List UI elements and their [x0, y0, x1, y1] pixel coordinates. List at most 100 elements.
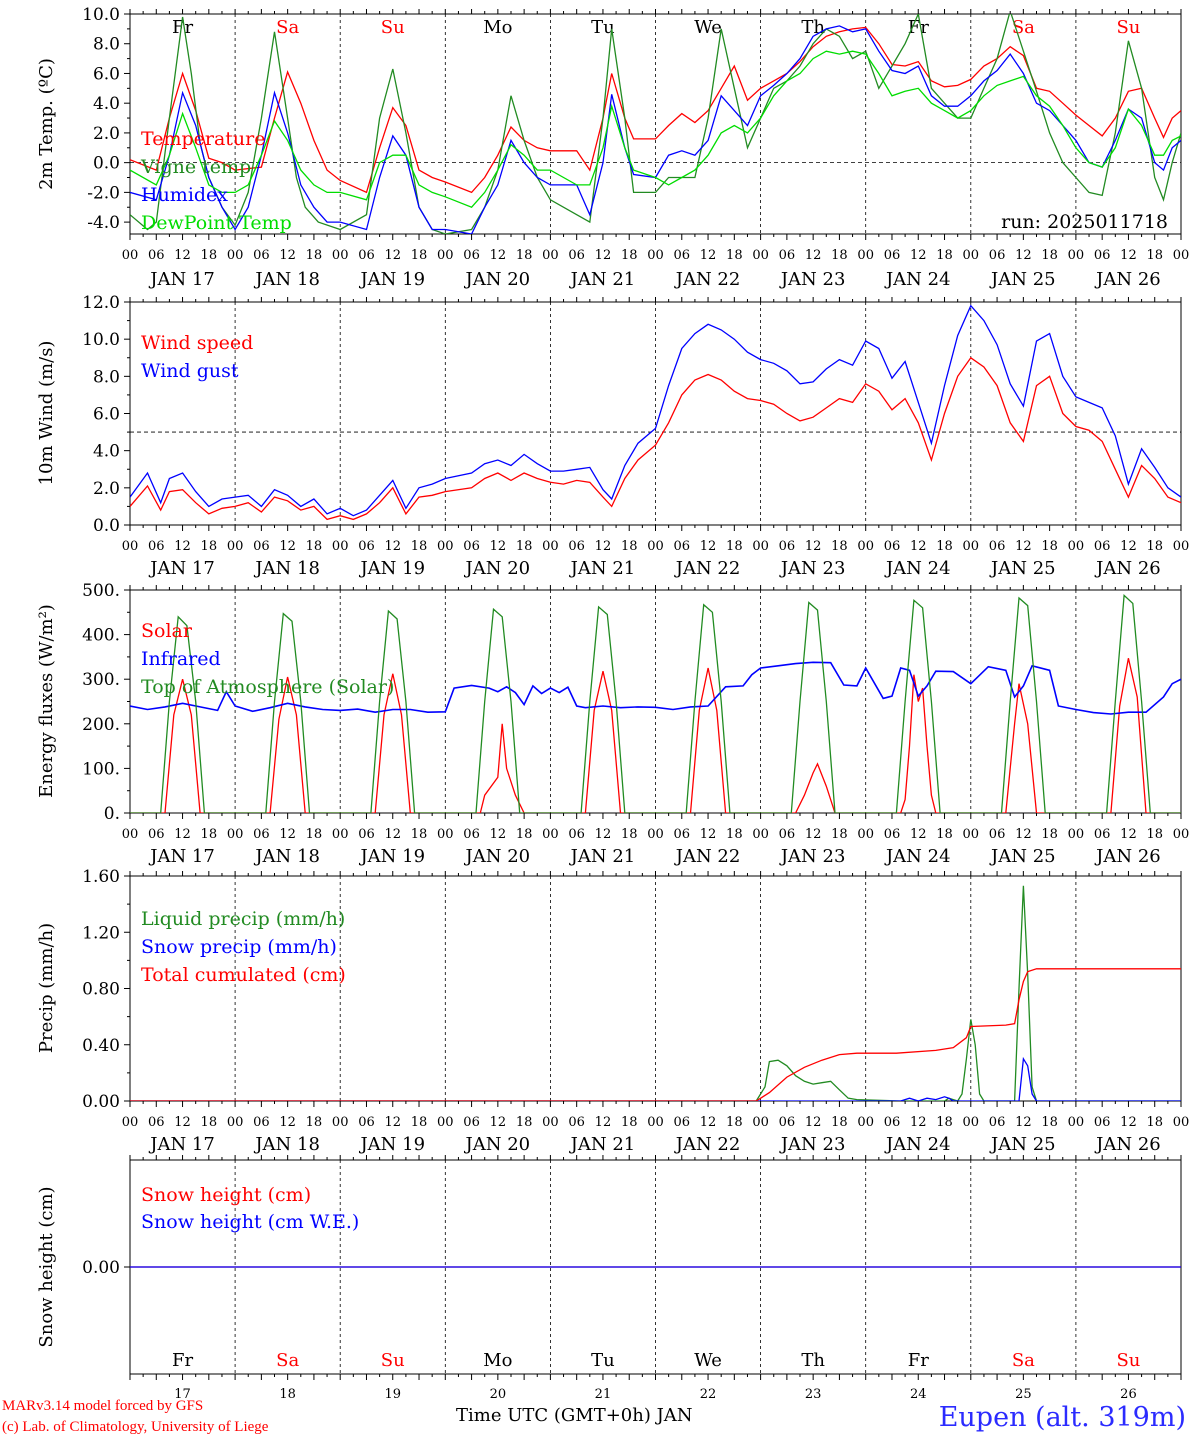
x-hour-label: 12 [595, 539, 612, 554]
x-hour-label: 06 [463, 248, 480, 263]
y-axis-label-energy: Energy fluxes (W/m²) [36, 604, 57, 798]
x-hour-label: 00 [332, 827, 349, 842]
x-hour-label: 18 [726, 1115, 743, 1130]
x-hour-label: 00 [752, 827, 769, 842]
y-tick-label: 0.80 [82, 980, 120, 1000]
x-hour-label: 12 [490, 539, 507, 554]
x-hour-label: 18 [936, 827, 953, 842]
x-hour-label: 18 [1041, 248, 1058, 263]
x-date-label: JAN 17 [148, 269, 215, 290]
x-hour-label: 18 [411, 539, 428, 554]
x-hour-label: 12 [279, 248, 296, 263]
x-hour-label: 18 [1146, 827, 1163, 842]
x-hour-label: 06 [1094, 827, 1111, 842]
weekday-label-bottom: Sa [276, 1350, 299, 1371]
x-date-label: JAN 17 [148, 846, 215, 867]
x-hour-label: 00 [437, 248, 454, 263]
x-hour-label: 18 [831, 248, 848, 263]
x-hour-label: 00 [1068, 827, 1085, 842]
x-hour-label: 00 [1173, 539, 1190, 554]
x-hour-label: 00 [857, 539, 874, 554]
x-hour-label: 00 [542, 1115, 559, 1130]
x-hour-label: 12 [700, 539, 717, 554]
x-hour-label: 00 [437, 827, 454, 842]
x-hour-label: 12 [910, 827, 927, 842]
day-number-label: 23 [805, 1387, 822, 1400]
legend-entry: Temperature [141, 128, 265, 150]
x-hour-label: 18 [726, 539, 743, 554]
y-tick-label: 12.0 [82, 293, 120, 313]
x-hour-label: 00 [122, 827, 139, 842]
weekday-label-bottom: We [694, 1350, 722, 1371]
x-hour-label: 12 [1120, 539, 1137, 554]
panel-frame-wind [129, 301, 1182, 526]
weekday-label: Tu [591, 17, 615, 38]
y-tick-label: 10.0 [82, 5, 120, 25]
x-hour-label: 06 [989, 248, 1006, 263]
y-tick-label: -4.0 [87, 213, 120, 233]
legend-entry: Total cumulated (cm) [141, 964, 346, 986]
day-number-label: 25 [1015, 1387, 1032, 1400]
day-number-label: 18 [279, 1387, 296, 1400]
legend-entry: Snow height (cm W.E.) [141, 1211, 359, 1233]
x-hour-label: 12 [805, 827, 822, 842]
x-hour-label: 18 [306, 827, 323, 842]
x-hour-label: 12 [805, 1115, 822, 1130]
weekday-label: Fr [172, 17, 193, 38]
x-date-label: JAN 26 [1094, 558, 1161, 579]
x-hour-label: 06 [358, 248, 375, 263]
x-date-label: JAN 17 [148, 1134, 215, 1155]
x-hour-label: 00 [857, 827, 874, 842]
x-date-label: JAN 23 [779, 558, 846, 579]
x-hour-label: 00 [122, 1115, 139, 1130]
x-date-label: JAN 21 [569, 846, 636, 867]
series-line-humidex [130, 25, 1181, 234]
y-tick-label: 0.00 [82, 1258, 120, 1278]
x-hour-label: 18 [621, 539, 638, 554]
y-tick-label: 0.00 [82, 1092, 120, 1112]
x-hour-label: 00 [332, 1115, 349, 1130]
x-hour-label: 12 [910, 539, 927, 554]
x-hour-label: 00 [647, 1115, 664, 1130]
station-label: Eupen (alt. 319m) [938, 1402, 1186, 1433]
x-date-label: JAN 25 [989, 1134, 1056, 1155]
series-line-solar [130, 658, 1181, 813]
x-hour-label: 12 [1015, 1115, 1032, 1130]
series-line-vigne-temp [130, 14, 1181, 234]
x-hour-label: 06 [463, 539, 480, 554]
x-hour-label: 06 [779, 539, 796, 554]
series-line-snow-precip-mm-h- [130, 1056, 1181, 1101]
y-axis-label-temperature: 2m Temp. (ºC) [36, 58, 57, 190]
y-tick-label: 0.0 [93, 516, 120, 536]
x-hour-label: 12 [910, 248, 927, 263]
y-tick-label: -2.0 [87, 183, 120, 203]
x-hour-label: 06 [779, 1115, 796, 1130]
credit-line-2: (c) Lab. of Climatology, University of L… [2, 1419, 269, 1435]
y-tick-label: 300. [82, 670, 120, 690]
x-date-label: JAN 26 [1094, 1134, 1161, 1155]
x-date-label: JAN 24 [884, 846, 951, 867]
y-tick-label: 8.0 [93, 35, 120, 55]
weekday-label-bottom: Su [1116, 1350, 1140, 1371]
x-hour-label: 06 [779, 827, 796, 842]
x-hour-label: 00 [332, 539, 349, 554]
x-date-label: JAN 19 [358, 1134, 425, 1155]
x-hour-label: 18 [936, 248, 953, 263]
x-hour-label: 06 [253, 539, 270, 554]
x-date-label: JAN 20 [464, 558, 531, 579]
legend-entry: Wind gust [141, 360, 239, 382]
x-hour-label: 18 [411, 248, 428, 263]
x-hour-label: 12 [700, 1115, 717, 1130]
x-date-label: JAN 21 [569, 269, 636, 290]
x-date-label: JAN 18 [253, 558, 320, 579]
x-hour-label: 00 [227, 539, 244, 554]
x-hour-label: 06 [989, 827, 1006, 842]
x-hour-label: 00 [122, 248, 139, 263]
x-hour-label: 12 [279, 539, 296, 554]
weekday-label: Su [381, 17, 405, 38]
x-hour-label: 00 [227, 1115, 244, 1130]
weekday-label-bottom: Sa [1012, 1350, 1035, 1371]
y-tick-label: 200. [82, 715, 120, 735]
x-hour-label: 18 [1041, 539, 1058, 554]
x-hour-label: 06 [358, 539, 375, 554]
